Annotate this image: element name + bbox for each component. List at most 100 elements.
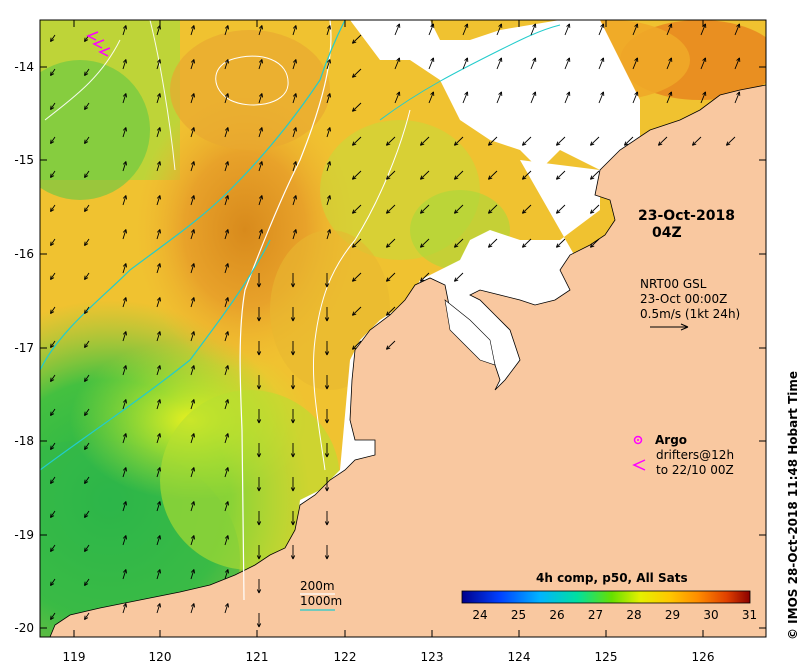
- lat-tick-label: -14: [14, 60, 34, 74]
- current-arrow-icon: [224, 501, 229, 512]
- current-arrow-icon: [256, 409, 262, 424]
- current-arrow-icon: [290, 443, 296, 458]
- current-arrow-icon: [290, 341, 296, 356]
- current-arrow-icon: [256, 443, 262, 458]
- current-arrow-icon: [50, 408, 56, 416]
- current-arrow-icon: [190, 535, 195, 546]
- current-arrow-icon: [290, 545, 296, 560]
- current-arrow-icon: [122, 229, 127, 240]
- current-arrow-icon: [256, 545, 262, 560]
- current-arrow-icon: [256, 613, 262, 628]
- current-arrow-icon: [462, 57, 469, 70]
- drifter-marker-icon: [632, 459, 646, 471]
- current-arrow-icon: [419, 238, 430, 248]
- current-arrow-icon: [156, 467, 161, 478]
- current-arrow-icon: [190, 59, 195, 70]
- current-arrow-icon: [666, 57, 673, 70]
- current-arrow-icon: [555, 204, 566, 214]
- current-arrow-icon: [453, 272, 464, 282]
- current-arrow-icon: [324, 273, 330, 288]
- current-arrow-icon: [84, 612, 90, 620]
- current-arrow-icon: [256, 579, 262, 594]
- current-arrow-icon: [734, 91, 741, 104]
- colorbar-tick-label: 26: [549, 608, 564, 622]
- argo-label: Argo: [655, 433, 687, 447]
- current-arrow-icon: [50, 272, 56, 280]
- current-arrow-icon: [290, 477, 296, 492]
- current-arrow-icon: [224, 59, 229, 70]
- current-arrow-icon: [419, 272, 430, 282]
- lat-tick-label: -19: [14, 528, 34, 542]
- current-arrow-icon: [224, 467, 229, 478]
- current-arrow-icon: [84, 476, 90, 484]
- current-arrow-icon: [351, 306, 362, 316]
- current-arrow-icon: [224, 229, 229, 240]
- current-arrow-icon: [324, 511, 330, 526]
- current-arrow-icon: [564, 57, 571, 70]
- current-arrow-icon: [326, 229, 331, 240]
- current-arrow-icon: [156, 195, 161, 206]
- current-arrow-icon: [258, 229, 263, 240]
- current-arrow-icon: [122, 263, 127, 274]
- lon-tick-label: 126: [692, 650, 715, 664]
- scale-arrow-icon: [650, 323, 689, 331]
- current-arrow-icon: [50, 170, 56, 178]
- current-arrow-icon: [326, 195, 331, 206]
- current-arrow-icon: [224, 569, 229, 580]
- current-arrow-icon: [190, 365, 195, 376]
- current-arrow-icon: [292, 25, 297, 36]
- current-arrow-icon: [190, 399, 195, 410]
- current-arrow-icon: [84, 578, 90, 586]
- colorbar-tick-label: 27: [588, 608, 603, 622]
- depth-1000-label: 1000m: [300, 594, 342, 608]
- current-arrow-icon: [700, 91, 707, 104]
- current-arrow-icon: [190, 25, 195, 36]
- current-arrow-icon: [632, 57, 639, 70]
- current-arrow-icon: [256, 511, 262, 526]
- current-arrow-icon: [428, 91, 435, 104]
- current-arrow-icon: [290, 273, 296, 288]
- current-arrow-icon: [734, 57, 741, 70]
- current-arrow-icon: [156, 433, 161, 444]
- current-arrow-icon: [258, 59, 263, 70]
- current-arrow-icon: [385, 238, 396, 248]
- current-arrow-icon: [385, 340, 396, 350]
- current-arrow-icon: [453, 170, 464, 180]
- current-arrow-icon: [190, 229, 195, 240]
- current-arrow-icon: [122, 603, 127, 614]
- colorbar: [461, 590, 751, 604]
- current-arrow-icon: [190, 433, 195, 444]
- current-arrow-icon: [156, 297, 161, 308]
- current-arrow-icon: [351, 170, 362, 180]
- current-arrow-icon: [190, 331, 195, 342]
- current-arrow-icon: [666, 23, 673, 36]
- colorbar-tick-label: 25: [511, 608, 526, 622]
- current-arrow-icon: [156, 501, 161, 512]
- current-arrow-icon: [156, 535, 161, 546]
- current-arrow-icon: [589, 204, 600, 214]
- current-arrow-icon: [224, 161, 229, 172]
- current-arrow-icon: [521, 204, 532, 214]
- current-arrow-icon: [521, 170, 532, 180]
- current-arrow-icon: [190, 93, 195, 104]
- current-arrow-icon: [256, 341, 262, 356]
- current-model: NRT00 GSL: [640, 277, 707, 291]
- latitude-axis: -14 -15 -16 -17 -18 -19 -20: [14, 60, 766, 635]
- current-arrow-icon: [190, 263, 195, 274]
- current-arrow-icon: [290, 375, 296, 390]
- current-arrow-icon: [394, 91, 401, 104]
- current-arrow-icon: [50, 544, 56, 552]
- current-arrow-icon: [326, 25, 331, 36]
- current-arrow-icon: [224, 127, 229, 138]
- current-arrow-icon: [326, 161, 331, 172]
- current-arrow-icon: [50, 136, 56, 144]
- current-vectors: [50, 23, 741, 628]
- current-arrow-icon: [84, 238, 90, 246]
- lon-tick-label: 121: [246, 650, 269, 664]
- colorbar-title: 4h comp, p50, All Sats: [536, 571, 688, 585]
- current-arrow-icon: [122, 467, 127, 478]
- current-arrow-icon: [122, 399, 127, 410]
- current-arrow-icon: [428, 57, 435, 70]
- current-arrow-icon: [122, 331, 127, 342]
- current-arrow-icon: [324, 477, 330, 492]
